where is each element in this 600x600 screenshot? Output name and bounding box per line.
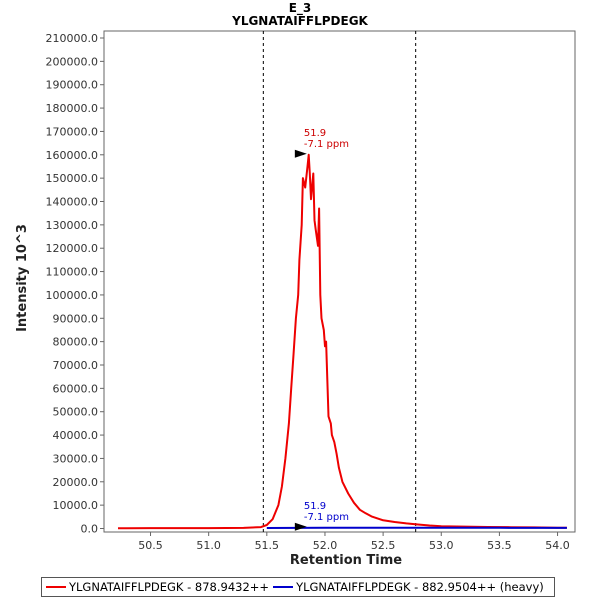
x-tick-label: 50.5: [138, 539, 163, 552]
y-tick-label: 60000.0: [53, 382, 99, 395]
peak-rt-label: 51.9: [304, 128, 326, 139]
x-axis-label: Retention Time: [290, 553, 402, 568]
y-tick-label: 140000.0: [46, 196, 99, 209]
plot-area: [103, 30, 576, 533]
legend: YLGNATAIFFLPDEGK - 878.9432++ YLGNATAIFF…: [41, 577, 555, 597]
series-line-light: [117, 153, 567, 530]
y-tick-label: 180000.0: [46, 102, 99, 115]
chart-title: E_3: [289, 1, 312, 16]
y-tick-label: 150000.0: [46, 172, 99, 185]
y-tick-label: 130000.0: [46, 219, 99, 232]
y-tick-label: 200000.0: [46, 55, 99, 68]
y-tick-label: 90000.0: [53, 312, 99, 325]
y-tick-label: 210000.0: [46, 32, 99, 45]
y-tick-label: 190000.0: [46, 79, 99, 92]
legend-swatch-heavy: [273, 586, 294, 588]
x-tick-label: 52.0: [313, 539, 338, 552]
y-tick-label: 80000.0: [53, 336, 99, 349]
y-tick-label: 0.0: [81, 522, 99, 535]
chart-subtitle: YLGNATAIFFLPDEGK: [231, 14, 368, 28]
y-tick-label: 160000.0: [46, 149, 99, 162]
x-tick-label: 51.0: [196, 539, 221, 552]
peak-arrow-icon: [294, 522, 307, 531]
x-tick-label: 53.0: [429, 539, 454, 552]
chart: E_3 YLGNATAIFFLPDEGK 0.0 10000.0 20000.0 30…: [15, 1, 576, 568]
y-tick-label: 170000.0: [46, 125, 99, 138]
x-axis: 50.5 51.0 51.5 52.0 52.5 53.0 53.5 54.0: [138, 532, 570, 552]
legend-label-light: YLGNATAIFFLPDEGK - 878.9432++: [69, 580, 270, 594]
x-tick-label: 53.5: [487, 539, 512, 552]
peak-ppm-label: -7.1 ppm: [304, 139, 349, 150]
y-axis: 0.0 10000.0 20000.0 30000.0 40000.0 50000.0 60…: [46, 32, 104, 535]
series-group: [117, 153, 567, 530]
y-tick-label: 50000.0: [53, 406, 99, 419]
peak-rt-label: 51.9: [304, 501, 326, 512]
legend-label-heavy: YLGNATAIFFLPDEGK - 882.9504++ (heavy): [296, 580, 544, 594]
y-tick-label: 30000.0: [53, 452, 99, 465]
x-tick-label: 52.5: [371, 539, 396, 552]
y-tick-label: 10000.0: [53, 499, 99, 512]
peak-ppm-label: -7.1 ppm: [304, 512, 349, 523]
y-tick-label: 100000.0: [46, 289, 99, 302]
legend-swatch-light: [46, 586, 66, 588]
legend-item-light: YLGNATAIFFLPDEGK - 878.9432++: [46, 580, 269, 594]
y-tick-label: 40000.0: [53, 429, 99, 442]
x-tick-label: 54.0: [545, 539, 570, 552]
x-tick-label: 51.5: [255, 539, 280, 552]
y-tick-label: 110000.0: [46, 266, 99, 279]
y-tick-label: 120000.0: [46, 242, 99, 255]
y-tick-label: 70000.0: [53, 359, 99, 372]
y-tick-label: 20000.0: [53, 476, 99, 489]
legend-item-heavy: YLGNATAIFFLPDEGK - 882.9504++ (heavy): [273, 580, 544, 594]
peak-arrow-icon: [294, 149, 307, 158]
y-axis-label: Intensity 10^3: [15, 224, 30, 332]
